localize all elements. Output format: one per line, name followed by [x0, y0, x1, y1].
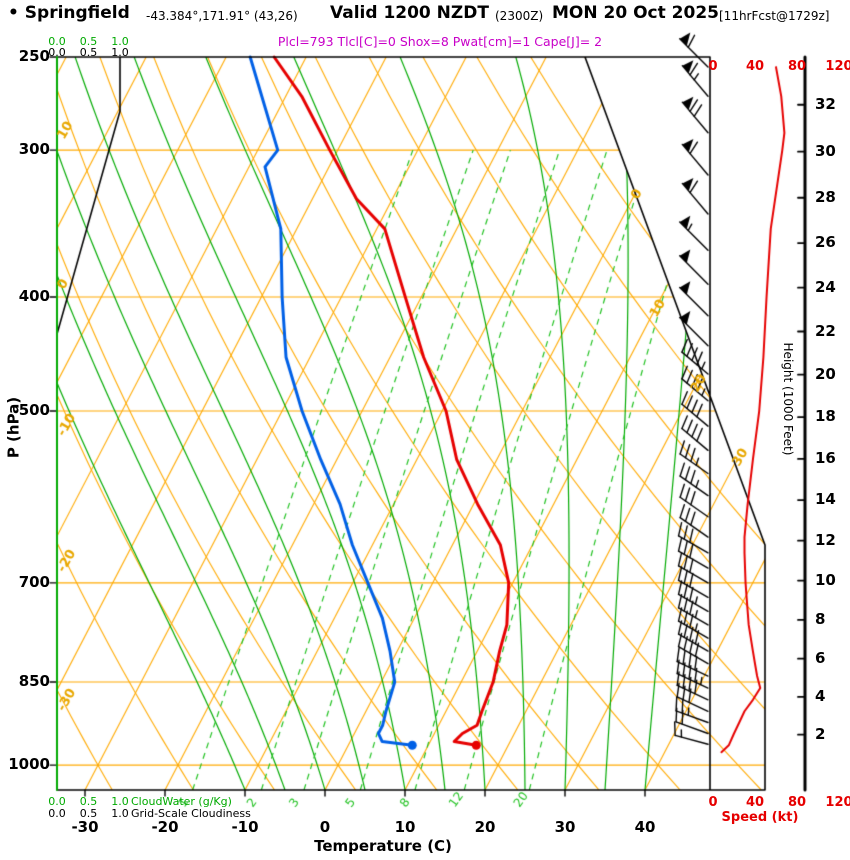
- cloudiness-scale-top-1.0: 1.0: [111, 46, 129, 59]
- cloudwater-scale-top-0.5: 0.5: [79, 35, 98, 48]
- valid-time: Valid 1200 NZDT: [330, 3, 489, 23]
- height-tick-6: 6: [815, 648, 826, 667]
- height-tick-30: 30: [815, 141, 836, 160]
- pressure-tick-300: 300: [18, 140, 50, 159]
- valid-date: MON 20 Oct 2025: [552, 3, 719, 23]
- cloudiness-scale-top-0.0: 0.0: [48, 46, 66, 59]
- pressure-tick-250: 250: [18, 47, 50, 65]
- temperature-tick-40: 40: [634, 818, 656, 836]
- height-tick-10: 10: [815, 570, 836, 589]
- pressure-tick-700: 700: [18, 572, 50, 591]
- temperature-tick-30: 30: [554, 818, 576, 836]
- cloudwater-scale-bottom-1.0: 1.0: [111, 795, 129, 808]
- cloudiness-axis-label: Grid-Scale Cloudiness: [131, 807, 251, 820]
- cloudwater-axis-label: CloudWater (g/Kg): [131, 795, 232, 808]
- pressure-tick-500: 500: [18, 401, 50, 420]
- speed-tick-bottom-120: 120: [825, 795, 850, 810]
- height-tick-4: 4: [815, 686, 826, 705]
- height-tick-18: 18: [815, 407, 836, 426]
- cloudiness-scale-top-0.5: 0.5: [79, 46, 98, 59]
- height-tick-8: 8: [815, 609, 826, 628]
- temperature-tick--10: -10: [231, 818, 259, 836]
- cloudwater-scale-bottom-0.5: 0.5: [79, 795, 98, 808]
- cloudiness-scale-bottom-1.0: 1.0: [111, 807, 129, 820]
- speed-tick-top-80: 80: [787, 59, 807, 74]
- pressure-axis-label: P (hPa): [4, 396, 23, 459]
- height-tick-16: 16: [815, 448, 836, 467]
- height-tick-14: 14: [815, 490, 836, 509]
- speed-axis-label: Speed (kt): [721, 810, 799, 825]
- station-coords: -43.384°,171.91° (43,26): [146, 9, 298, 23]
- cloudwater-scale-top-0.0: 0.0: [48, 35, 66, 48]
- height-tick-28: 28: [815, 187, 836, 206]
- speed-tick-bottom-80: 80: [787, 795, 807, 810]
- cloudwater-scale-bottom-0.0: 0.0: [48, 795, 66, 808]
- cloudiness-scale-bottom-0.0: 0.0: [48, 807, 66, 820]
- height-axis-label: Height (1000 Feet): [781, 342, 795, 456]
- temperature-axis-label: Temperature (C): [314, 837, 452, 855]
- height-tick-22: 22: [815, 321, 836, 340]
- speed-tick-bottom-40: 40: [745, 795, 765, 810]
- height-tick-26: 26: [815, 233, 836, 252]
- station-title: • Springfield: [8, 3, 130, 23]
- speed-tick-top-40: 40: [745, 59, 765, 74]
- sounding-parameters: Plcl=793 Tlcl[C]=0 Shox=8 Pwat[cm]=1 Cap…: [277, 34, 603, 49]
- pressure-tick-400: 400: [18, 287, 50, 306]
- speed-tick-top-0: 0: [708, 59, 718, 74]
- valid-time-utc: (2300Z): [495, 9, 544, 23]
- temperature-tick--30: -30: [71, 818, 99, 836]
- temperature-tick-10: 10: [394, 818, 416, 836]
- height-tick-20: 20: [815, 364, 836, 383]
- height-tick-32: 32: [815, 94, 836, 113]
- temperature-tick--20: -20: [151, 818, 179, 836]
- temperature-tick-20: 20: [474, 818, 496, 836]
- cloudiness-scale-bottom-0.5: 0.5: [79, 807, 98, 820]
- height-tick-24: 24: [815, 277, 836, 296]
- pressure-tick-1000: 1000: [8, 755, 50, 774]
- speed-tick-top-120: 120: [825, 59, 850, 74]
- height-tick-12: 12: [815, 530, 836, 549]
- pressure-tick-850: 850: [18, 672, 50, 691]
- speed-tick-bottom-0: 0: [708, 795, 718, 810]
- forecast-lead: [11hrFcst@1729z]: [719, 9, 830, 23]
- cloudwater-scale-top-1.0: 1.0: [111, 35, 129, 48]
- height-tick-2: 2: [815, 724, 826, 743]
- temperature-tick-0: 0: [319, 818, 331, 836]
